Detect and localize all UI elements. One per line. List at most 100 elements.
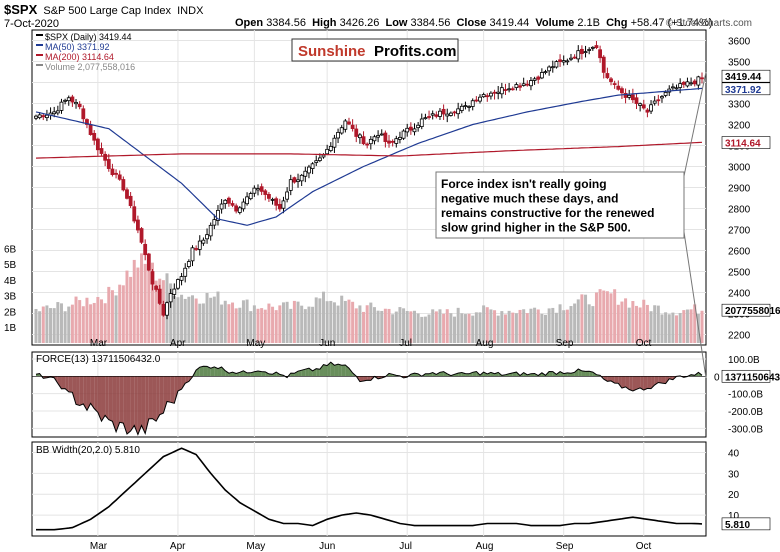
high-value: 3426.26 xyxy=(339,17,380,29)
candle-body xyxy=(550,66,555,69)
candle-body xyxy=(590,46,595,49)
price-tick-label: 3200 xyxy=(728,121,751,132)
volume-bar xyxy=(114,295,118,343)
force-area xyxy=(319,364,324,377)
volume-bar xyxy=(431,309,435,343)
candle-body xyxy=(481,94,486,98)
volume-bar xyxy=(332,302,336,343)
candle-body xyxy=(186,261,191,267)
candle-body xyxy=(223,199,228,205)
volume-bar xyxy=(500,311,504,343)
force-area xyxy=(658,376,662,384)
candle-body xyxy=(674,87,679,90)
volume-bar xyxy=(558,304,562,343)
candle-body xyxy=(70,96,75,103)
force-legend: FORCE(13) 13711506432.0 xyxy=(36,354,161,365)
candle-body xyxy=(325,148,330,155)
volume-bar xyxy=(154,280,158,343)
candle-body xyxy=(117,174,122,180)
candle-body xyxy=(332,137,337,148)
month-label: Jul xyxy=(399,338,412,349)
volume-bar xyxy=(292,300,296,343)
volume-bar xyxy=(398,307,402,343)
candle-body xyxy=(492,91,497,94)
candle-body xyxy=(670,86,675,89)
volume-bar xyxy=(482,305,486,343)
volume-bar xyxy=(38,311,42,343)
candle-body xyxy=(601,56,606,73)
volume-bar xyxy=(453,316,457,343)
legend-swatch xyxy=(36,34,43,36)
force-area xyxy=(530,373,535,377)
candle-body xyxy=(543,71,548,74)
candle-body xyxy=(230,203,235,206)
candle-body xyxy=(652,100,657,104)
volume-bar xyxy=(187,296,191,343)
candle-body xyxy=(634,97,639,104)
price-tick-label: 3600 xyxy=(728,37,751,48)
volume-tick-label: 1B xyxy=(4,323,17,334)
volume-bar xyxy=(110,290,114,343)
candle-body xyxy=(561,60,566,63)
candle-body xyxy=(45,114,49,119)
volume-bar xyxy=(176,297,180,343)
open-value: 3384.56 xyxy=(266,17,306,29)
force-area xyxy=(116,376,120,432)
candle-body xyxy=(168,293,173,303)
force-area xyxy=(589,371,593,377)
force-area xyxy=(214,366,218,377)
volume-bar xyxy=(405,311,409,343)
force-area xyxy=(79,376,84,406)
candle-body xyxy=(423,117,428,120)
volume-bar xyxy=(598,289,602,343)
candle-body xyxy=(63,99,68,102)
force-area xyxy=(141,376,146,434)
ma50-line xyxy=(35,87,703,226)
candle-body xyxy=(419,118,424,128)
force-area xyxy=(367,376,371,381)
month-label: Mar xyxy=(90,338,108,349)
volume-bar xyxy=(678,312,682,343)
force-area xyxy=(661,376,666,384)
candle-body xyxy=(623,92,628,98)
volume-bar xyxy=(241,300,245,343)
volume-tick-label: 5B xyxy=(4,260,17,271)
candle-body xyxy=(379,133,384,136)
volume-bar xyxy=(675,315,679,343)
candle-body xyxy=(139,228,144,243)
volume-bar xyxy=(278,305,282,343)
force-area xyxy=(341,365,346,377)
candle-body xyxy=(354,128,359,137)
candle-body xyxy=(157,288,162,304)
force-area xyxy=(167,376,171,403)
index-name: S&P 500 Large Cap Index xyxy=(43,5,171,17)
candle-body xyxy=(208,224,213,237)
force-area xyxy=(57,376,62,389)
force-zero-label: 0 xyxy=(714,372,720,383)
volume-bar xyxy=(372,307,376,343)
candle-body xyxy=(256,188,260,191)
volume-bar xyxy=(100,299,104,343)
volume-bar xyxy=(456,307,460,343)
candle-body xyxy=(106,159,111,169)
bbwidth-last-tag: 5.810 xyxy=(725,520,750,531)
volume-bar xyxy=(85,297,89,343)
volume-bar xyxy=(362,311,366,343)
candle-body xyxy=(161,303,166,316)
candle-body xyxy=(518,85,522,88)
volume-bar xyxy=(485,307,489,343)
volume-bar xyxy=(416,313,420,343)
candle-body xyxy=(547,66,552,72)
volume-bar xyxy=(354,308,358,343)
volume-bar xyxy=(536,309,540,343)
candle-body xyxy=(660,96,664,99)
legend-entry: $SPX (Daily) 3419.44 xyxy=(45,32,132,42)
volume-bar xyxy=(496,315,500,343)
volume-bar xyxy=(514,313,518,343)
callout-pointer-force xyxy=(683,231,707,379)
candle-body xyxy=(605,73,610,79)
candle-body xyxy=(85,119,89,125)
volume-bar xyxy=(442,313,446,343)
force-area xyxy=(105,376,109,420)
volume-bar xyxy=(565,309,569,343)
